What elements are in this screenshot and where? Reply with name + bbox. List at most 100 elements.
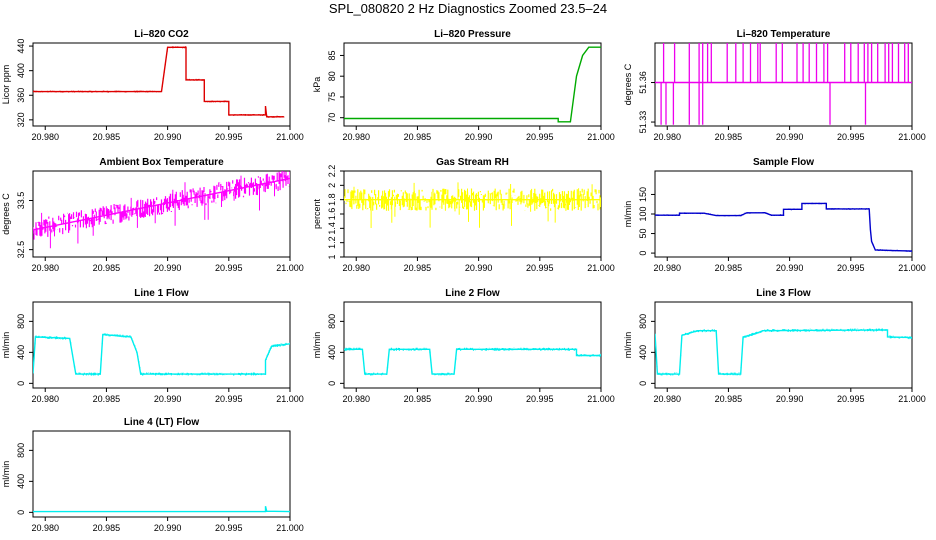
series-noise	[344, 347, 601, 376]
panel-title: Line 3 Flow	[756, 288, 811, 299]
series-noise	[33, 171, 290, 240]
x-tick-label: 20.990	[465, 132, 493, 142]
x-tick-label: 20.985	[93, 523, 121, 533]
series-group	[344, 182, 601, 228]
x-tick-label: 20.995	[837, 132, 865, 142]
y-tick-label: 150	[638, 187, 648, 202]
y-tick-label: 320	[16, 112, 26, 127]
x-tick-label: 20.990	[776, 263, 804, 273]
series-noise	[655, 328, 912, 376]
x-tick-label: 20.980	[31, 132, 59, 142]
x-tick-label: 20.995	[526, 394, 554, 404]
panel-2: Li–820 Pressure kPa 20.980 20.985 20.990 20.9…	[312, 29, 615, 142]
y-tick-label: 2	[327, 183, 337, 188]
y-tick-label: 440	[16, 39, 26, 54]
x-tick-label: 20.980	[31, 394, 59, 404]
series-line	[33, 333, 290, 375]
x-tick-label: 20.990	[465, 263, 493, 273]
x-tick-label: 20.995	[215, 263, 243, 273]
series-noise	[33, 333, 290, 376]
series-group	[655, 43, 912, 125]
x-tick-label: 20.985	[404, 132, 432, 142]
y-axis-label: degrees C	[1, 193, 11, 235]
series-group	[655, 202, 912, 252]
figure-title: SPL_080820 2 Hz Diagnostics Zoomed 23.5–…	[328, 1, 608, 16]
y-tick-label: 0	[638, 381, 648, 386]
y-tick-label: 400	[16, 345, 26, 360]
y-tick-label: 0	[327, 381, 337, 386]
x-tick-label: 20.990	[154, 394, 182, 404]
y-tick-label: 1.2	[327, 236, 337, 249]
x-tick-label: 21.000	[276, 523, 304, 533]
panel-9: Line 3 Flow ml/min 20.980 20.985 20.990 20.99…	[623, 288, 926, 404]
x-tick-label: 20.980	[342, 394, 370, 404]
y-tick-label: 400	[327, 345, 337, 360]
x-tick-label: 20.985	[715, 263, 743, 273]
series-group	[33, 46, 285, 118]
x-tick-label: 21.000	[898, 132, 926, 142]
panel-3: Li–820 Temperature degrees C 20.980 20.985 2…	[623, 29, 926, 142]
series-group	[33, 171, 290, 249]
series-jumps	[660, 43, 909, 125]
y-tick-label: 1.4	[327, 222, 337, 235]
x-tick-label: 20.995	[526, 132, 554, 142]
y-tick-label: 360	[16, 88, 26, 103]
series-spikes	[33, 171, 283, 249]
y-axis-label: Licor ppm	[1, 65, 11, 105]
y-tick-label: 0	[638, 251, 648, 256]
y-tick-label: 0	[16, 510, 26, 515]
y-tick-label: 0	[16, 381, 26, 386]
series-group	[33, 333, 290, 376]
x-tick-label: 21.000	[587, 132, 615, 142]
series-group	[344, 46, 601, 123]
x-tick-label: 20.980	[342, 263, 370, 273]
plot-frame	[32, 170, 291, 258]
series-group	[655, 328, 912, 376]
y-axis-label: ml/min	[312, 332, 322, 359]
panel-4: Ambient Box Temperature degrees C 20.980 20…	[1, 157, 304, 273]
y-tick-label: 2.2	[327, 165, 337, 178]
panel-5: Gas Stream RH percent 20.980 20.985 20.990 20…	[312, 157, 615, 273]
x-tick-label: 20.995	[837, 263, 865, 273]
series-line	[344, 348, 601, 375]
y-tick-label: 32.5	[16, 241, 26, 259]
plot-frame	[32, 430, 291, 518]
y-tick-label: 50	[638, 229, 648, 239]
series-spikes	[351, 182, 593, 228]
x-tick-label: 20.980	[31, 523, 59, 533]
series-line	[344, 46, 601, 123]
x-tick-label: 21.000	[587, 263, 615, 273]
panel-title: Line 2 Flow	[445, 288, 500, 299]
panel-title: Li–820 Temperature	[737, 29, 831, 40]
x-tick-label: 20.985	[93, 132, 121, 142]
y-tick-label: 400	[638, 345, 648, 360]
plot-frame	[32, 42, 291, 127]
x-tick-label: 20.990	[154, 132, 182, 142]
x-tick-label: 20.980	[653, 394, 681, 404]
x-tick-label: 20.995	[526, 263, 554, 273]
series-group	[344, 347, 601, 376]
y-tick-label: 100	[638, 206, 648, 221]
y-tick-label: 33.5	[16, 192, 26, 210]
x-tick-label: 20.985	[715, 132, 743, 142]
x-tick-label: 20.985	[93, 263, 121, 273]
y-tick-label: 51.36	[638, 71, 648, 94]
y-tick-label: 85	[327, 50, 337, 60]
y-tick-label: 800	[16, 443, 26, 458]
x-tick-label: 20.980	[653, 132, 681, 142]
x-tick-label: 20.990	[154, 523, 182, 533]
y-tick-label: 70	[327, 113, 337, 123]
x-tick-label: 20.995	[837, 394, 865, 404]
x-tick-label: 20.985	[715, 394, 743, 404]
panel-title: Li–820 Pressure	[434, 29, 511, 40]
panel-1: Li–820 CO2 Licor ppm 20.980 20.985 20.990 20.…	[1, 29, 304, 142]
plot-frame	[654, 42, 913, 127]
x-tick-label: 20.980	[653, 263, 681, 273]
series-line	[33, 46, 284, 118]
panel-title: Line 1 Flow	[134, 288, 189, 299]
x-tick-label: 20.995	[215, 394, 243, 404]
y-axis-label: degrees C	[623, 63, 633, 105]
y-tick-label: 800	[327, 314, 337, 329]
y-tick-label: 75	[327, 92, 337, 102]
